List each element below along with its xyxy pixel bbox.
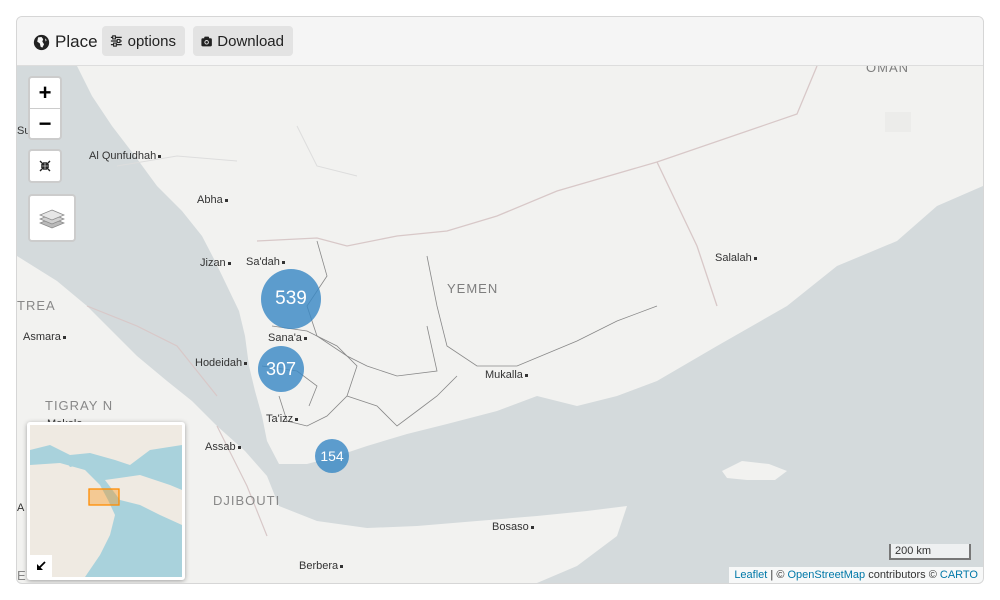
city-hodeidah: Hodeidah bbox=[195, 357, 248, 369]
label-djibouti: DJIBOUTI bbox=[213, 493, 281, 508]
city-jizan: Jizan bbox=[200, 257, 231, 269]
attribution: Leaflet | © OpenStreetMap contributors ©… bbox=[729, 567, 983, 583]
scale-bar: 200 km bbox=[889, 544, 971, 560]
osm-link[interactable]: OpenStreetMap bbox=[787, 569, 866, 581]
download-label: Download bbox=[217, 32, 284, 50]
download-button[interactable]: Download bbox=[193, 26, 293, 56]
label-tigray: TIGRAY N bbox=[45, 398, 114, 413]
place-selector[interactable]: Place bbox=[33, 31, 98, 53]
options-label: options bbox=[127, 32, 176, 50]
minimap[interactable] bbox=[27, 422, 185, 580]
zoom-control: + − bbox=[28, 76, 62, 140]
minimap-toggle-button[interactable] bbox=[30, 555, 52, 577]
leaflet-link[interactable]: Leaflet bbox=[734, 569, 768, 581]
city-assab: Assab bbox=[205, 441, 241, 453]
map-canvas[interactable]: OMAN YEMEN TREA TIGRAY N DJIBOUTI ETHIOP… bbox=[17, 66, 983, 583]
minimap-map bbox=[30, 425, 182, 577]
sliders-icon bbox=[110, 35, 122, 47]
city-edge-mid: A bbox=[17, 502, 25, 514]
toolbar: Place options Download bbox=[17, 17, 983, 66]
place-label: Place bbox=[55, 32, 98, 51]
zoom-in-button[interactable]: + bbox=[30, 78, 60, 109]
zoom-out-button[interactable]: − bbox=[38, 111, 52, 136]
layers-button[interactable] bbox=[28, 194, 76, 242]
globe-africa-icon bbox=[33, 34, 50, 50]
compress-icon bbox=[39, 160, 51, 172]
marker-cluster[interactable]: 154 bbox=[315, 439, 349, 473]
carto-link[interactable]: CARTO bbox=[939, 569, 978, 581]
layers-icon bbox=[39, 209, 65, 229]
city-berbera: Berbera bbox=[299, 560, 344, 572]
arrow-down-left-icon bbox=[37, 561, 46, 570]
city-taizz: Ta'izz bbox=[266, 413, 299, 425]
options-button[interactable]: options bbox=[102, 26, 185, 56]
camera-icon bbox=[201, 36, 212, 46]
city-abha: Abha bbox=[197, 194, 228, 206]
city-sanaa: Sana'a bbox=[268, 332, 307, 344]
marker-cluster[interactable]: 539 bbox=[261, 269, 321, 329]
label-yemen: YEMEN bbox=[447, 281, 499, 296]
fit-bounds-button[interactable] bbox=[28, 149, 62, 183]
city-asmara: Asmara bbox=[23, 331, 66, 343]
label-oman: OMAN bbox=[866, 66, 909, 75]
marker-cluster[interactable]: 307 bbox=[258, 346, 304, 392]
city-bosaso: Bosaso bbox=[492, 521, 534, 533]
city-qunfudhah: Al Qunfudhah bbox=[89, 150, 162, 162]
map-widget: Place options Download bbox=[16, 16, 984, 584]
label-eritrea: TREA bbox=[17, 298, 56, 313]
city-salalah: Salalah bbox=[715, 252, 757, 264]
city-mukalla: Mukalla bbox=[485, 369, 528, 381]
city-sadah: Sa'dah bbox=[246, 256, 285, 268]
